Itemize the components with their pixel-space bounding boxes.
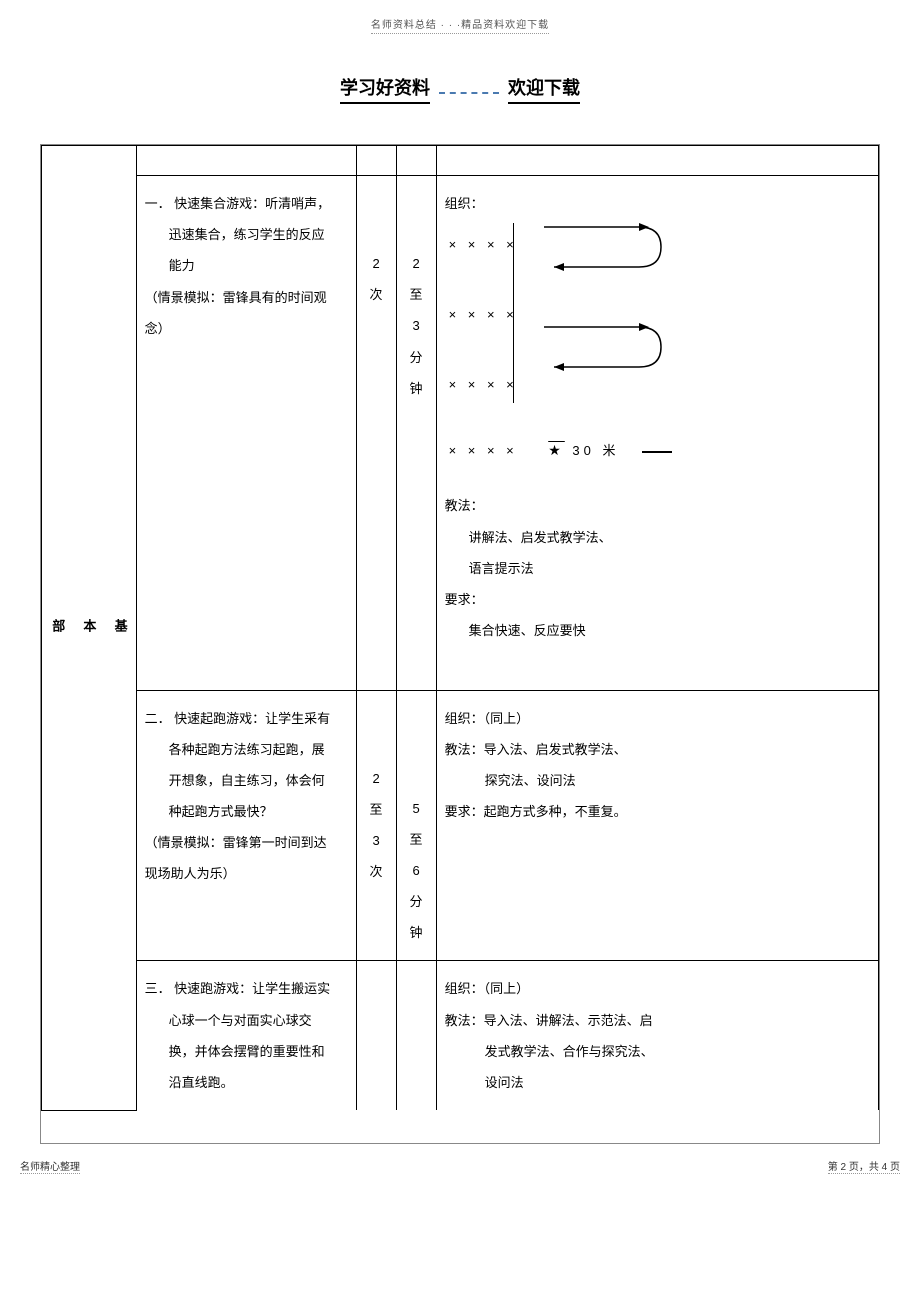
diag-bottom-row: × × × × ★ 30 米 [449, 434, 673, 468]
content-cell: 三． 快速跑游戏：让学生搬运实 心球一个与对面实心球交 换，并体会摆臂的重要性和… [136, 961, 356, 1110]
header-left: 学习好资料 [340, 74, 430, 104]
duration-text: 5 至 6 分 钟 [405, 793, 428, 949]
content-line: 种起跑方式最快？ [145, 796, 348, 827]
header-dash [439, 90, 499, 94]
empty-cell [396, 146, 436, 176]
content-note: 现场助人为乐） [145, 858, 348, 889]
times-cell: 2 次 [356, 176, 396, 691]
lesson-table: 基 本 部 一． 快速集合游戏：听清哨声， 迅速集合，练习学生的反应 能力 （情… [41, 145, 879, 1111]
header-main: 学习好资料 欢迎下载 [0, 74, 920, 104]
content-line: 沿直线跑。 [145, 1067, 348, 1098]
section-char: 部 [42, 619, 73, 636]
diag-marks: × × × × [449, 443, 518, 458]
org-label: 组织：（同上） [445, 703, 870, 734]
teach-line: 语言提示法 [445, 553, 870, 584]
teach-line: 讲解法、启发式教学法、 [445, 522, 870, 553]
content-title: 一． 快速集合游戏：听清哨声， [145, 188, 348, 219]
content-line: 心球一个与对面实心球交 [145, 1005, 348, 1036]
empty-cell [136, 146, 356, 176]
teach-line: 探究法、设问法 [445, 765, 870, 796]
diag-row: × × × × [449, 229, 518, 260]
content-note: 念） [145, 313, 348, 344]
footer-right: 第 2 页，共 4 页 [828, 1158, 900, 1174]
page-frame: 基 本 部 一． 快速集合游戏：听清哨声， 迅速集合，练习学生的反应 能力 （情… [40, 144, 880, 1144]
empty-cell [356, 146, 396, 176]
table-row: 二． 快速起跑游戏：让学生采有 各种起跑方法练习起跑，展 开想象，自主练习，体会… [42, 690, 879, 961]
diag-row: × × × × [449, 299, 518, 330]
distance-label: 30 米 [572, 443, 619, 458]
header-right: 欢迎下载 [508, 74, 580, 104]
req-label: 要求：起跑方式多种，不重复。 [445, 796, 870, 827]
content-line: 换，并体会摆臂的重要性和 [145, 1036, 348, 1067]
table-row: 三． 快速跑游戏：让学生搬运实 心球一个与对面实心球交 换，并体会摆臂的重要性和… [42, 961, 879, 1110]
teach-label: 教法：导入法、启发式教学法、 [445, 734, 870, 765]
footer-left: 名师精心整理 [20, 1158, 80, 1174]
section-char: 本 [73, 619, 104, 636]
duration-text: 2 至 3 分 钟 [405, 248, 428, 404]
teach-label: 教法： [445, 490, 870, 521]
content-line: 各种起跑方法练习起跑，展 [145, 734, 348, 765]
req-line: 集合快速、反应要快 [445, 615, 870, 646]
duration-cell: 2 至 3 分 钟 [396, 176, 436, 691]
star-icon: ★ [548, 442, 565, 458]
times-cell: 2 至 3 次 [356, 690, 396, 961]
diag-row: × × × × [449, 369, 518, 400]
org-label: 组织：（同上） [445, 973, 870, 1004]
org-label: 组织： [445, 188, 870, 219]
org-cell: 组织：（同上） 教法：导入法、讲解法、示范法、启 发式教学法、合作与探究法、 设… [436, 961, 878, 1110]
vertical-line [513, 223, 514, 403]
header-tiny: 名师资料总结 · · ·精品资料欢迎下载 [371, 0, 549, 34]
teach-line: 设问法 [445, 1067, 870, 1098]
content-title: 三． 快速跑游戏：让学生搬运实 [145, 973, 348, 1004]
content-cell: 一． 快速集合游戏：听清哨声， 迅速集合，练习学生的反应 能力 （情景模拟：雷锋… [136, 176, 356, 691]
content-line: 迅速集合，练习学生的反应 [145, 219, 348, 250]
section-char: 基 [104, 619, 135, 636]
org-cell: 组织： × × × × × × × × × × × × [436, 176, 878, 691]
table-header-row: 基 本 部 [42, 146, 879, 176]
times-text: 2 次 [365, 248, 388, 310]
table-row: 一． 快速集合游戏：听清哨声， 迅速集合，练习学生的反应 能力 （情景模拟：雷锋… [42, 176, 879, 691]
content-line: 开想象，自主练习，体会何 [145, 765, 348, 796]
duration-cell: 5 至 6 分 钟 [396, 690, 436, 961]
empty-cell [436, 146, 878, 176]
req-label: 要求： [445, 584, 870, 615]
duration-cell [396, 961, 436, 1110]
content-cell: 二． 快速起跑游戏：让学生采有 各种起跑方法练习起跑，展 开想象，自主练习，体会… [136, 690, 356, 961]
content-title: 二． 快速起跑游戏：让学生采有 [145, 703, 348, 734]
content-note: （情景模拟：雷锋第一时间到达 [145, 827, 348, 858]
formation-diagram: × × × × × × × × × × × × [449, 219, 870, 459]
org-cell: 组织：（同上） 教法：导入法、启发式教学法、 探究法、设问法 要求：起跑方式多种… [436, 690, 878, 961]
content-line: 能力 [145, 250, 348, 281]
times-text: 2 至 3 次 [365, 763, 388, 888]
arrow-path-icon [539, 319, 669, 379]
content-note: （情景模拟：雷锋具有的时间观 [145, 282, 348, 313]
line-icon [642, 451, 672, 453]
section-label-cell: 基 本 部 [42, 146, 137, 1111]
teach-line: 发式教学法、合作与探究法、 [445, 1036, 870, 1067]
arrow-path-icon [539, 219, 669, 279]
times-cell [356, 961, 396, 1110]
teach-label: 教法：导入法、讲解法、示范法、启 [445, 1005, 870, 1036]
